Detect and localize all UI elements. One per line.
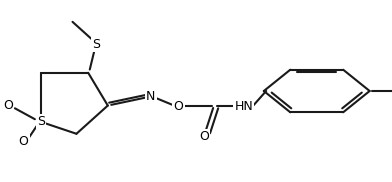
Text: O: O	[3, 99, 13, 112]
Text: O: O	[173, 100, 183, 113]
Text: O: O	[18, 135, 29, 149]
Text: S: S	[37, 115, 45, 128]
Text: S: S	[92, 38, 100, 51]
Text: HN: HN	[234, 100, 253, 113]
Text: N: N	[146, 90, 156, 103]
Text: O: O	[199, 130, 209, 143]
